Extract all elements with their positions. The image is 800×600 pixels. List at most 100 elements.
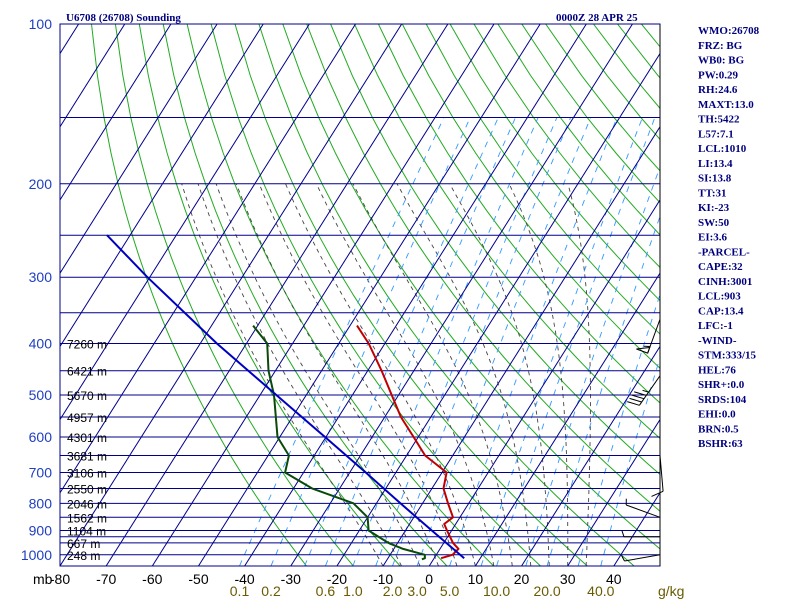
- mixing-ratio-tick-label: 10.0: [483, 583, 510, 599]
- mixing-ratio-tick-label: 40.0: [587, 583, 614, 599]
- isotherm-line: [428, 199, 660, 566]
- temperature-tick-label: -70: [96, 571, 116, 587]
- wind-barb-flag: [627, 401, 640, 406]
- temperature-tick-label: 20: [514, 571, 530, 587]
- temperature-tick-label: -60: [142, 571, 162, 587]
- moist-adiabat-line: [449, 183, 550, 566]
- isotherm-line: [151, 24, 495, 566]
- pressure-tick-label: 100: [29, 16, 53, 32]
- stability-index-line: KI:-23: [698, 202, 730, 214]
- dry-adiabat-line: [377, 24, 660, 404]
- isotherm-line: [336, 52, 660, 566]
- dry-adiabat-line: [210, 24, 541, 566]
- stability-index-line: SW:50: [698, 217, 730, 229]
- wind-barb-pennant: [636, 346, 651, 354]
- moist-adiabat-line: [508, 183, 569, 566]
- pressure-tick-label: 500: [29, 387, 53, 403]
- temperature-tick-label: 10: [468, 571, 484, 587]
- moist-adiabat-line: [285, 183, 476, 566]
- mixing-ratio-tick-label: 5.0: [440, 583, 460, 599]
- pressure-tick-label: 400: [29, 336, 53, 352]
- height-label: 1104 m: [67, 525, 106, 539]
- stability-index-panel: WMO:26708 FRZ: BG WB0: BG PW:0.29 RH:24.6 MAX…: [698, 25, 760, 450]
- isotherm-line: [567, 418, 660, 566]
- pressure-tick-label: 1000: [21, 547, 52, 563]
- wind-barb-staff: [659, 455, 664, 492]
- moist-adiabat-line: [235, 183, 439, 566]
- stability-index-line: WMO:26708: [698, 25, 760, 37]
- isotherm-line: [60, 24, 264, 348]
- stability-index-line: STM:333/15: [698, 350, 757, 362]
- temperature-tick-label: 40: [606, 571, 622, 587]
- height-label: 248 m: [67, 549, 100, 563]
- stability-index-line: MAXT:13.0: [698, 99, 754, 111]
- height-label: 1562 m: [67, 511, 107, 525]
- stability-index-line: CAPE:32: [698, 261, 743, 273]
- isotherm-line: [198, 24, 541, 566]
- height-label: 4301 m: [67, 431, 107, 445]
- wind-barb: [621, 530, 661, 538]
- height-label: 6421 m: [67, 365, 107, 379]
- stability-index-line: TH:5422: [698, 114, 740, 126]
- isotherm-line: [60, 24, 356, 494]
- dry-adiabat-line: [306, 24, 660, 512]
- stability-index-line: EHI:0.0: [698, 409, 736, 421]
- stability-index-line: LCL:903: [698, 291, 741, 303]
- temperature-tick-label: -80: [50, 571, 70, 587]
- isotherm-line: [521, 345, 660, 566]
- wind-barb: [625, 498, 661, 518]
- moist-adiabat-line: [197, 183, 402, 566]
- stability-index-line: L57:7.1: [698, 128, 734, 140]
- stability-index-line: BSHR:63: [698, 438, 743, 450]
- temperature-tick-label: 30: [560, 571, 576, 587]
- stability-index-line: SRDS:104: [698, 394, 747, 406]
- pressure-unit-label: mb: [33, 571, 53, 587]
- wind-barb-flag: [629, 397, 642, 403]
- stability-index-line: BRN:0.5: [698, 423, 739, 435]
- stability-index-line: LFC:-1: [698, 320, 733, 332]
- grid-layer: [59, 23, 661, 567]
- isotherm-line: [60, 24, 310, 421]
- height-label: 5670 m: [67, 389, 107, 403]
- wind-barb-flag: [651, 490, 664, 497]
- stability-index-line: -PARCEL-: [698, 246, 750, 258]
- dry-adiabat-line: [282, 24, 660, 550]
- stability-index-line: EI:3.6: [698, 232, 728, 244]
- moist-adiabat-line: [396, 183, 532, 566]
- mixing-ratio-tick-label: 0.2: [261, 583, 281, 599]
- isotherm-line: [60, 24, 218, 275]
- height-label: 667 m: [67, 537, 100, 551]
- height-label: 2046 m: [67, 497, 107, 511]
- isotherm-line: [105, 24, 449, 566]
- stability-index-line: PW:0.29: [698, 69, 739, 81]
- stability-index-line: SHR+:0.0: [698, 379, 745, 391]
- temperature-tick-label: -40: [234, 571, 254, 587]
- wind-barb: [621, 554, 661, 562]
- temperature-tick-label: 0: [425, 571, 433, 587]
- temperature-tick-label: -20: [327, 571, 347, 587]
- height-label: 7260 m: [67, 338, 107, 352]
- mixing-ratio-tick-label: 1.0: [343, 583, 363, 599]
- dewpoint-profile-line: [252, 324, 426, 561]
- mixing-ratio-tick-label: 0.1: [230, 583, 250, 599]
- dry-adiabat-line: [449, 24, 660, 302]
- wind-barb-half-flag: [642, 389, 649, 393]
- temperature-tick-label: -10: [373, 571, 393, 587]
- temperature-tick-label: -30: [281, 571, 301, 587]
- wind-barb-flag: [631, 394, 645, 400]
- pressure-tick-label: 200: [29, 176, 53, 192]
- wind-barb-staff: [626, 504, 661, 518]
- pressure-tick-label: 600: [29, 429, 53, 445]
- wind-barb: [651, 455, 664, 497]
- stability-index-line: TT:31: [698, 187, 727, 199]
- stability-index-line: WB0: BG: [698, 55, 745, 67]
- pressure-tick-label: 900: [29, 523, 53, 539]
- isotherm-line: [474, 272, 660, 566]
- pressure-tick-label: 800: [29, 495, 53, 511]
- isotherm-line: [290, 24, 633, 566]
- pressure-tick-label: 300: [29, 269, 53, 285]
- stability-index-line: LCL:1010: [698, 143, 747, 155]
- moist-adiabat-line: [315, 183, 495, 566]
- stability-index-line: -WIND-: [698, 335, 737, 347]
